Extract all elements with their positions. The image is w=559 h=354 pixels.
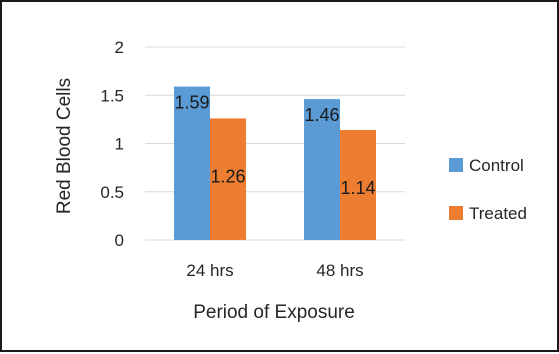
y-tick-label: 1 [115, 135, 124, 154]
y-tick-label: 0.5 [100, 183, 124, 202]
y-axis-title: Red Blood Cells [54, 78, 75, 214]
x-axis-ticks: 24 hrs 48 hrs [186, 261, 363, 280]
data-label: 1.46 [304, 105, 339, 125]
bars [174, 86, 376, 240]
bar-control [174, 86, 210, 240]
bar-treated [210, 118, 246, 240]
data-label: 1.14 [340, 178, 375, 198]
data-label: 1.59 [174, 93, 209, 113]
data-labels: 1.59 1.26 1.46 1.14 [174, 93, 375, 198]
x-tick-label: 24 hrs [186, 261, 233, 280]
legend-label: Treated [469, 204, 527, 223]
legend-swatch [449, 158, 463, 172]
bar-treated [340, 129, 376, 240]
x-tick-label: 48 hrs [316, 261, 363, 280]
y-tick-label: 0 [115, 231, 124, 250]
x-axis-title: Period of Exposure [193, 302, 355, 323]
legend-label: Control [469, 156, 524, 175]
bar-control [304, 99, 340, 240]
legend: Control Treated [449, 156, 527, 223]
legend-swatch [449, 206, 463, 220]
y-axis-ticks: 0 0.5 1 1.5 2 [100, 38, 124, 250]
y-tick-label: 2 [115, 38, 124, 57]
data-label: 1.26 [210, 166, 245, 186]
y-tick-label: 1.5 [100, 86, 124, 105]
